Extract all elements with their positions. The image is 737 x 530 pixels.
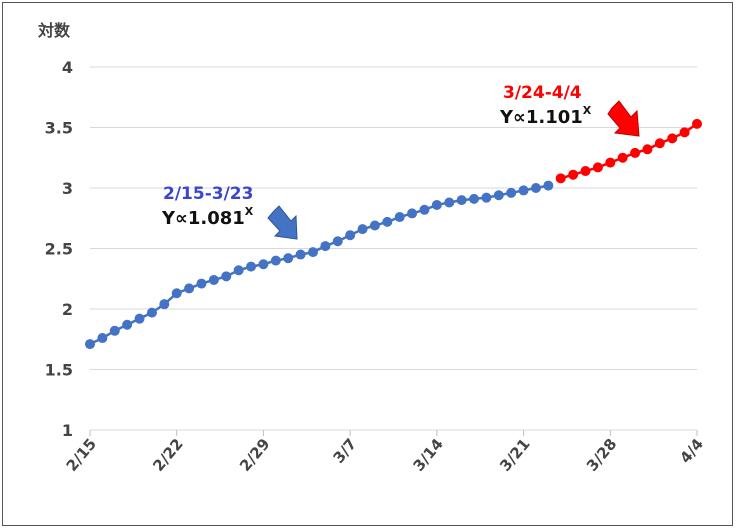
data-point-blue bbox=[97, 333, 108, 344]
x-tick-label: 2/22 bbox=[149, 435, 186, 475]
data-point-red bbox=[630, 147, 641, 158]
annotation-red: 3/24-4/4 Y∝1.101X bbox=[499, 83, 640, 137]
annotation-formula: Y∝1.081X bbox=[161, 205, 254, 229]
data-point-blue bbox=[506, 187, 517, 198]
data-point-blue bbox=[307, 247, 318, 258]
y-tick-labels: 1 1.5 2 2.5 3 3.5 4 bbox=[45, 58, 73, 440]
data-point-blue bbox=[295, 249, 306, 260]
data-point-blue bbox=[357, 224, 368, 235]
data-point-blue bbox=[159, 299, 170, 310]
data-point-blue bbox=[469, 193, 480, 204]
x-tick-label: 3/28 bbox=[583, 435, 620, 475]
data-point-blue bbox=[146, 307, 157, 318]
data-point-red bbox=[667, 133, 678, 144]
data-point-blue bbox=[332, 236, 343, 247]
data-point-red bbox=[692, 118, 702, 129]
data-point-red bbox=[654, 138, 665, 149]
y-tick-label: 4 bbox=[62, 58, 73, 77]
y-tick-label: 2 bbox=[62, 300, 73, 319]
annotation-formula: Y∝1.101X bbox=[499, 104, 592, 128]
x-tick-labels: 2/15 2/22 2/29 3/7 3/14 3/21 3/28 4/4 bbox=[63, 435, 707, 475]
y-tick-label: 1 bbox=[62, 421, 73, 440]
x-tick-label: 2/29 bbox=[236, 435, 273, 475]
data-point-blue bbox=[208, 274, 219, 285]
data-point-blue bbox=[419, 204, 430, 215]
data-point-red bbox=[555, 173, 566, 184]
data-point-red bbox=[592, 162, 603, 173]
data-point-blue bbox=[109, 325, 120, 336]
data-point-blue bbox=[543, 180, 554, 191]
data-point-blue bbox=[246, 261, 257, 272]
data-point-blue bbox=[270, 255, 281, 266]
data-point-blue bbox=[320, 241, 331, 252]
data-point-blue bbox=[530, 183, 541, 193]
annotation-blue: 2/15-3/23 Y∝1.081X bbox=[161, 184, 298, 240]
data-point-red bbox=[679, 127, 690, 138]
data-point-blue bbox=[134, 313, 145, 324]
grid-lines bbox=[89, 66, 698, 436]
data-point-red bbox=[605, 157, 616, 168]
data-point-blue bbox=[122, 319, 133, 330]
data-point-blue bbox=[407, 208, 418, 219]
data-point-blue bbox=[456, 195, 467, 206]
x-tick-label: 3/7 bbox=[329, 435, 360, 467]
data-point-blue bbox=[481, 192, 492, 203]
y-tick-label: 2.5 bbox=[45, 240, 73, 259]
x-tick-label: 3/21 bbox=[496, 435, 533, 475]
data-point-blue bbox=[196, 278, 207, 289]
data-point-blue bbox=[369, 220, 380, 231]
data-point-blue bbox=[382, 216, 393, 227]
data-point-blue bbox=[184, 283, 195, 294]
x-tick-label: 3/14 bbox=[409, 435, 446, 475]
data-point-red bbox=[642, 144, 653, 155]
blue-arrow-icon bbox=[267, 205, 298, 240]
data-point-red bbox=[568, 169, 579, 180]
y-tick-label: 1.5 bbox=[45, 361, 73, 380]
series-lines bbox=[89, 122, 698, 346]
x-tick-label: 4/4 bbox=[676, 435, 707, 467]
data-point-blue bbox=[394, 212, 405, 223]
series-points bbox=[85, 118, 702, 350]
data-point-red bbox=[617, 152, 628, 163]
data-point-blue bbox=[518, 185, 529, 196]
annotation-range-label: 3/24-4/4 bbox=[503, 83, 582, 103]
series-line-blue bbox=[89, 184, 549, 346]
data-point-blue bbox=[171, 288, 182, 299]
data-point-blue bbox=[444, 197, 455, 208]
data-point-blue bbox=[233, 265, 244, 276]
data-point-blue bbox=[431, 199, 442, 210]
y-axis-label: 対数 bbox=[37, 21, 71, 40]
x-tick-label: 2/15 bbox=[63, 435, 100, 475]
data-point-red bbox=[580, 166, 591, 177]
data-point-blue bbox=[345, 230, 356, 241]
data-point-blue bbox=[493, 190, 504, 201]
red-arrow-icon bbox=[607, 100, 640, 137]
data-point-blue bbox=[258, 259, 269, 270]
y-tick-label: 3 bbox=[62, 179, 73, 198]
data-point-blue bbox=[85, 339, 95, 350]
data-point-blue bbox=[221, 271, 232, 282]
data-point-blue bbox=[283, 253, 294, 264]
y-tick-label: 3.5 bbox=[45, 119, 73, 138]
annotation-range-label: 2/15-3/23 bbox=[163, 184, 253, 204]
